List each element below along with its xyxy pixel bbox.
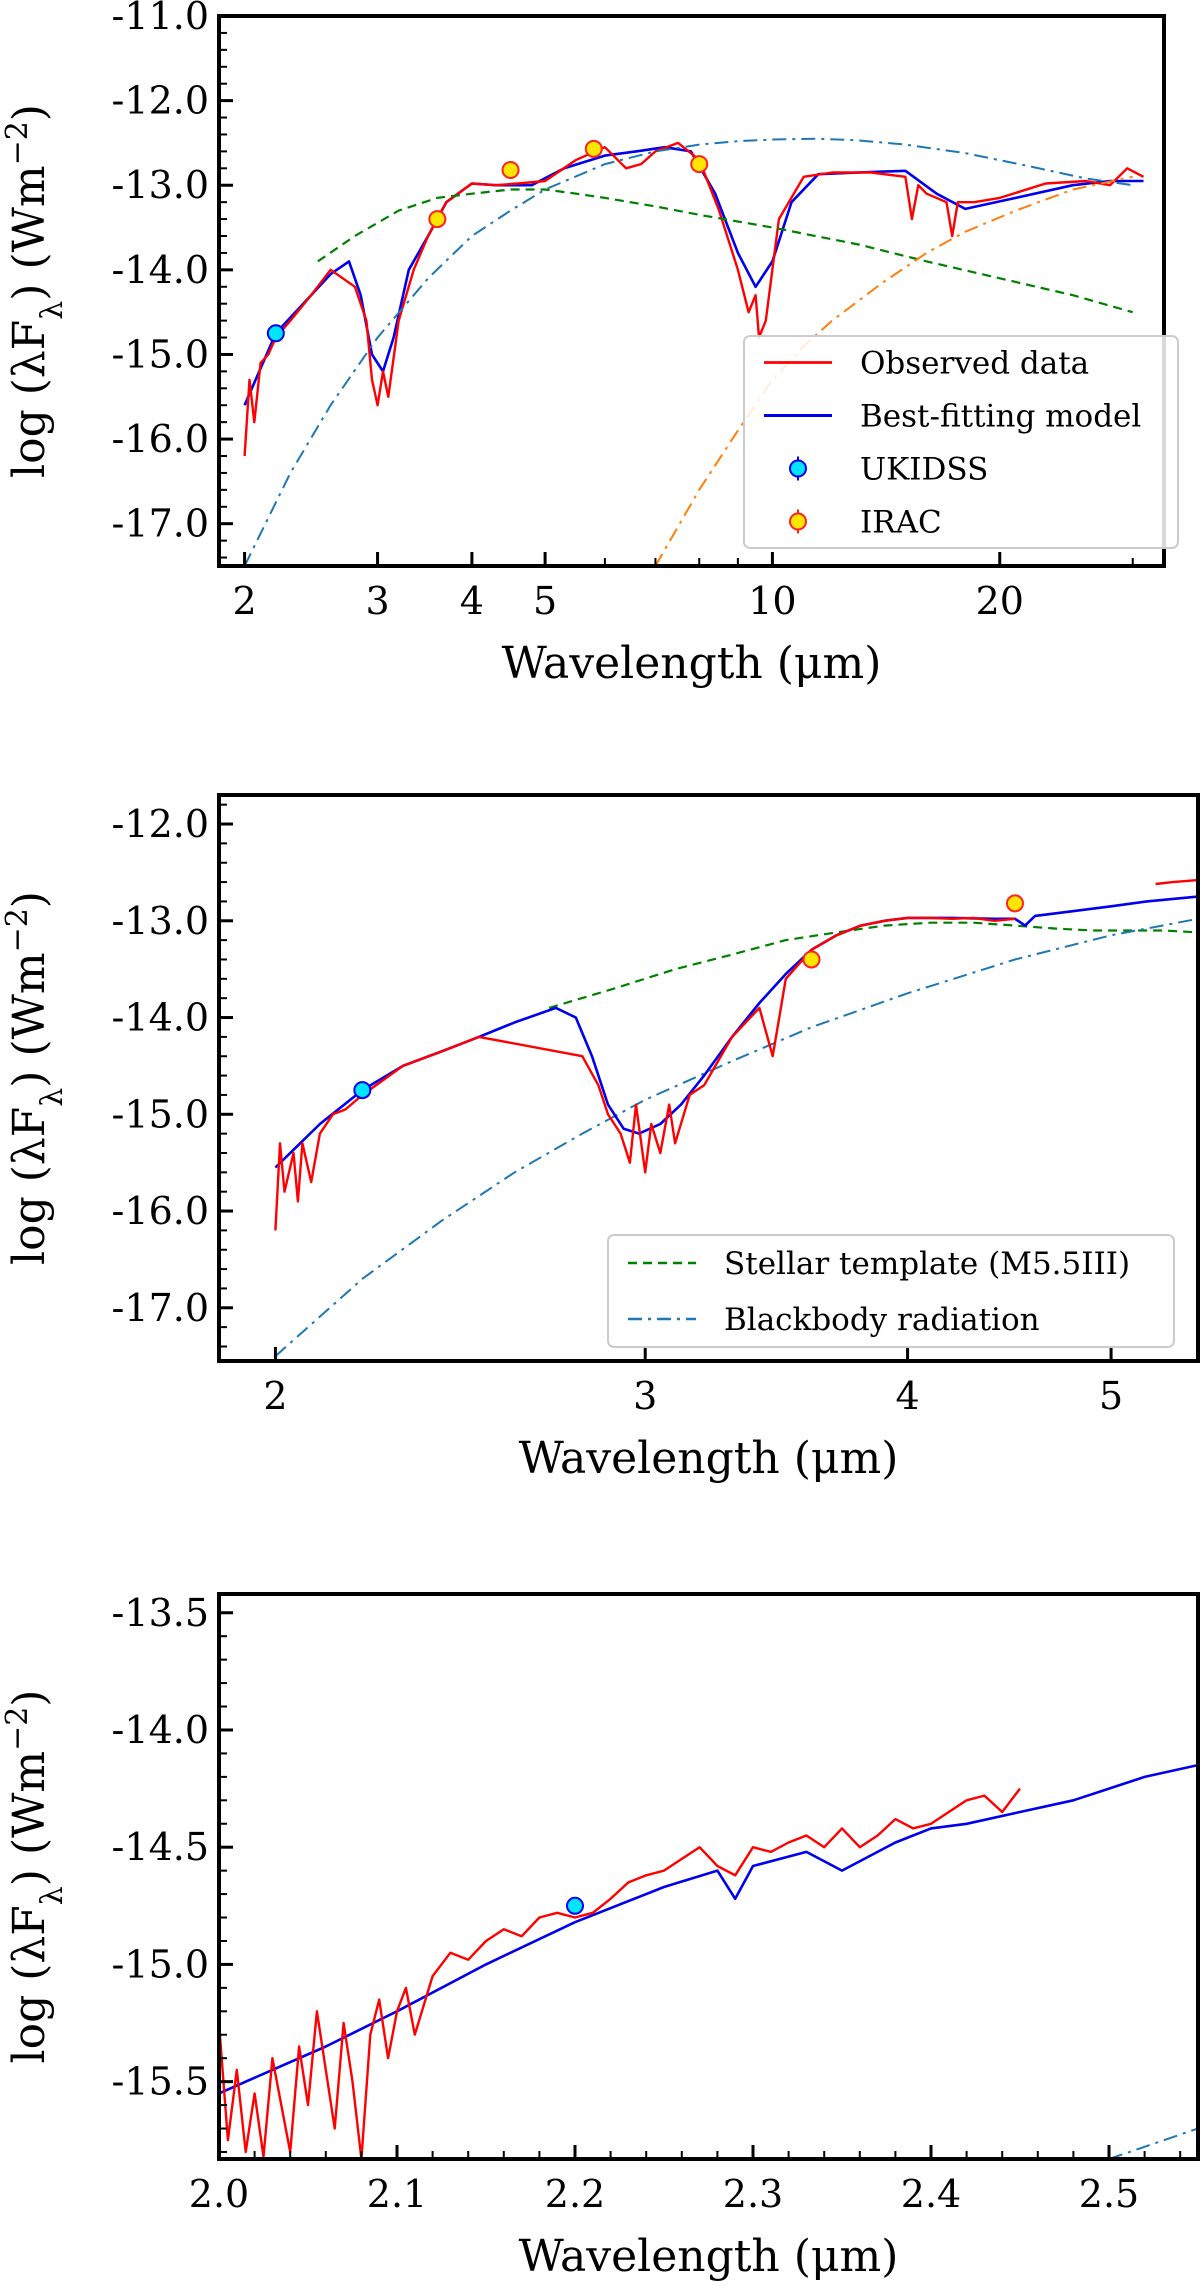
x-axis-label: Wavelength (μm) [502, 638, 882, 689]
y-axis-label-tail: ) (Wm [4, 165, 55, 300]
legend-label: Best-fitting model [860, 399, 1141, 435]
x-tick-label: 10 [748, 579, 796, 623]
y-tick-label: -12.0 [112, 79, 209, 123]
irac-point [1005, 894, 1024, 913]
x-tick-label: 2.2 [545, 2172, 605, 2216]
legend-box [607, 1234, 1175, 1348]
y-tick-label: -13.5 [112, 1591, 209, 1635]
x-tick-label: 2.5 [1079, 2172, 1139, 2216]
x-axis-label: Wavelength (μm) [519, 1433, 899, 1484]
legend-label: Stellar template (M5.5III) [724, 1246, 1130, 1282]
legend-label: IRAC [860, 505, 942, 541]
ukidss-point [353, 1081, 372, 1100]
legend-ukidss-marker [789, 459, 807, 478]
y-axis-label-sub: λ [35, 301, 70, 320]
x-tick-label: 4 [895, 1374, 919, 1418]
y-tick-label: -17.0 [112, 1286, 209, 1330]
chart-panel-top: -11.0 -12.0 -13.0 -14.0 -15.0 -16.0 -17.0 2 3 4 5 1… [0, 0, 1179, 689]
x-tick-label: 2.3 [723, 2172, 783, 2216]
y-tick-label: -17.0 [112, 502, 209, 546]
y-axis-label-main: log (λF [4, 1107, 55, 1265]
irac-point [690, 155, 709, 174]
y-axis-label-sup: −2 [0, 1707, 35, 1751]
y-tick-label: -15.0 [112, 332, 209, 376]
y-tick-label: -15.0 [112, 1092, 209, 1136]
y-tick-label: -14.0 [112, 996, 209, 1040]
y-tick-label: -15.5 [112, 2060, 209, 2104]
series-observed-line [219, 1787, 1021, 2159]
irac-point [802, 950, 821, 969]
y-axis-label-end: ) [4, 104, 55, 121]
y-tick-label: -12.0 [112, 802, 209, 846]
ukidss-point [266, 324, 285, 343]
axes-frame [217, 14, 1166, 568]
series-dust-line [654, 175, 1133, 566]
irac-point [428, 210, 447, 229]
x-tick-label: 20 [976, 579, 1024, 623]
irac-point [584, 139, 603, 158]
x-tick-label: 3 [633, 1374, 657, 1418]
y-axis-label-main: log (λF [4, 320, 55, 478]
legend-label: Blackbody radiation [724, 1302, 1040, 1338]
y-axis-label-sup: −2 [0, 121, 35, 165]
y-tick-label: -16.0 [112, 417, 209, 461]
y-tick-label: -14.5 [112, 1825, 209, 1869]
y-tick-label: -14.0 [112, 248, 209, 292]
series-observed-line [243, 141, 1145, 457]
x-tick-label: 2.0 [189, 2172, 249, 2216]
x-tick-label: 5 [533, 579, 557, 623]
legend-label: UKIDSS [860, 452, 988, 488]
x-tick-label: 2.1 [367, 2172, 427, 2216]
legend-label: Observed data [860, 346, 1089, 382]
series-observed-line [1155, 878, 1198, 886]
y-axis-label-sup: −2 [0, 908, 35, 952]
series-stellar-line [317, 188, 1134, 314]
x-tick-label: 2.4 [901, 2172, 961, 2216]
axes-frame [217, 793, 1200, 1363]
y-tick-label: -15.0 [112, 1942, 209, 1986]
plot-series-group [243, 137, 1145, 566]
y-axis-label: log (λFλ) (Wm−2) [0, 104, 70, 478]
plot-series-group [219, 1763, 1198, 2159]
chart-panel-middle: -12.0 -13.0 -14.0 -15.0 -16.0 -17.0 2 3 4 5 Wavele… [0, 793, 1200, 1484]
y-tick-label: -14.0 [112, 1708, 209, 1752]
axes-frame [217, 1592, 1200, 2161]
y-tick-label: -16.0 [112, 1189, 209, 1233]
series-model-line [219, 1763, 1198, 2095]
x-tick-label: 5 [1099, 1374, 1123, 1418]
y-axis-label: log (λFλ) (Wm−2) [0, 1690, 70, 2064]
x-tick-label: 3 [365, 579, 389, 623]
x-axis-label: Wavelength (μm) [519, 2231, 899, 2282]
x-tick-label: 2 [263, 1374, 287, 1418]
irac-point [501, 161, 520, 179]
series-stellar-line [548, 921, 1198, 1009]
series-blackbody-line [1108, 2127, 1198, 2159]
series-observed-line [274, 916, 1016, 1231]
y-axis-label-sub: λ [35, 1088, 70, 1107]
x-tick-label: 2 [232, 579, 256, 623]
y-axis-label: log (λFλ) (Wm−2) [0, 891, 70, 1265]
legend-irac-marker [789, 512, 807, 531]
y-tick-label: -13.0 [112, 899, 209, 943]
x-tick-label: 4 [460, 579, 484, 623]
y-axis-label-sub: λ [35, 1886, 70, 1905]
y-axis-label-end: ) [4, 891, 55, 908]
y-tick-label: -11.0 [112, 0, 209, 38]
chart-panel-bottom: -13.5 -14.0 -14.5 -15.0 -15.5 2.0 2.1 2.2 2.3 2.4… [0, 1591, 1200, 2282]
ukidss-point [566, 1896, 584, 1915]
series-blackbody-line [243, 137, 1133, 566]
y-axis-label-end: ) [4, 1690, 55, 1707]
legend-box [743, 335, 1179, 549]
series-blackbody-line [274, 917, 1198, 1357]
y-axis-label-tail: ) (Wm [4, 1751, 55, 1886]
y-tick-label: -13.0 [112, 163, 209, 207]
y-axis-label-tail: ) (Wm [4, 952, 55, 1087]
y-axis-label-main: log (λF [4, 1905, 55, 2063]
plot-series-group [274, 878, 1198, 1357]
